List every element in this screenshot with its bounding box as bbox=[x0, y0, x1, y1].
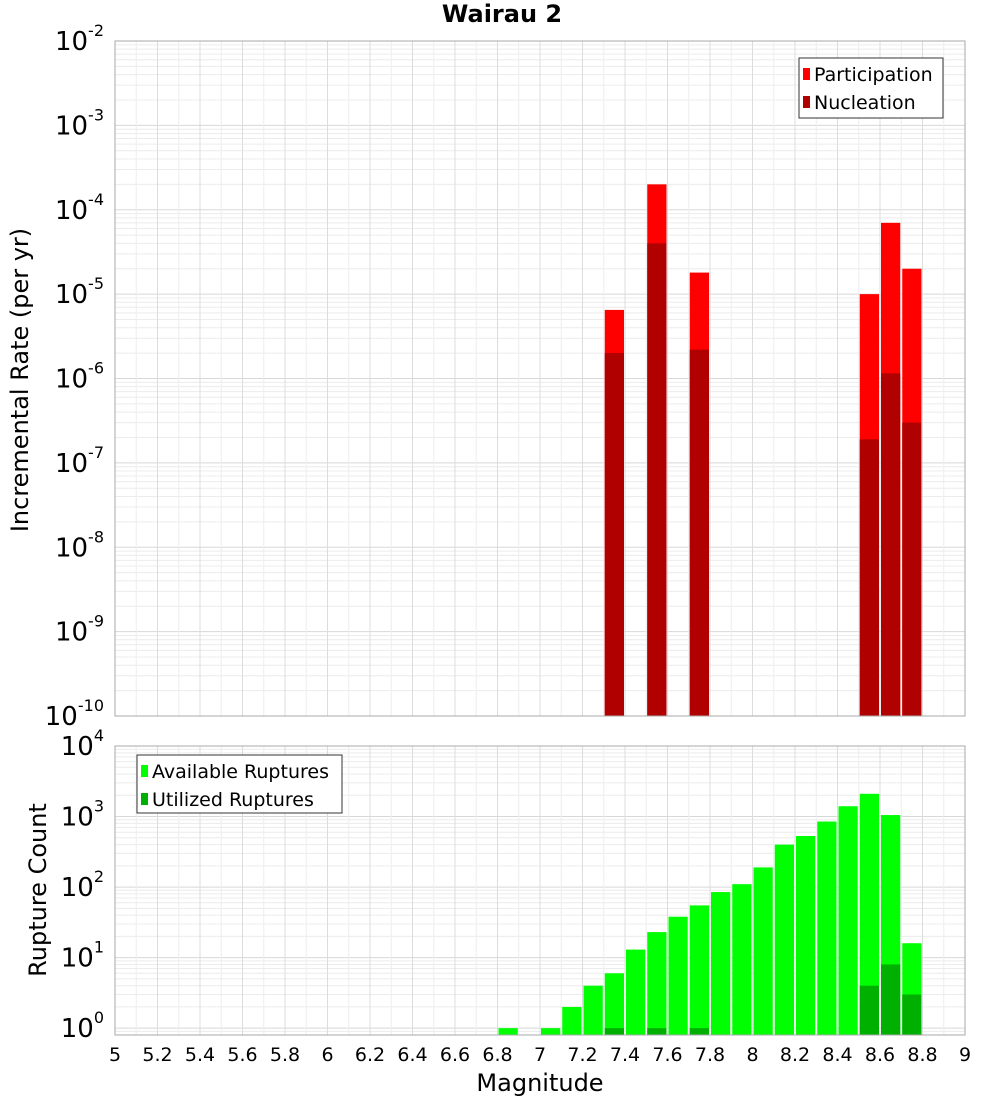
x-tick-label: 8.4 bbox=[822, 1044, 852, 1066]
x-tick-label: 6.4 bbox=[397, 1044, 427, 1066]
x-axis-label: Magnitude bbox=[476, 1069, 603, 1097]
bar-utilized-ruptures bbox=[604, 1028, 624, 1035]
bar-nucleation bbox=[881, 373, 901, 716]
x-tick-label: 7.8 bbox=[695, 1044, 725, 1066]
bar-available-ruptures bbox=[498, 1028, 518, 1035]
y-tick-label: 10-4 bbox=[55, 190, 104, 226]
bar-available-ruptures bbox=[838, 806, 858, 1035]
y-tick-label: 10-3 bbox=[55, 105, 104, 141]
y-axis-label-count: Rupture Count bbox=[24, 803, 52, 977]
y-tick-label: 10-6 bbox=[55, 359, 104, 395]
bar-available-ruptures bbox=[541, 1028, 561, 1035]
bar-available-ruptures bbox=[604, 973, 624, 1035]
x-tick-label: 6.8 bbox=[482, 1044, 512, 1066]
bar-utilized-ruptures bbox=[689, 1028, 709, 1035]
y-tick-label: 10-5 bbox=[55, 274, 104, 310]
y-tick-labels: 10-2 10-3 10-4 10-5 10-6 10-7 10-8 10-9 10-10 bbox=[45, 21, 104, 732]
bar-nucleation bbox=[689, 349, 709, 716]
legend-swatch bbox=[803, 68, 810, 80]
x-tick-label: 7.6 bbox=[652, 1044, 682, 1066]
plot-border bbox=[114, 745, 966, 1036]
bar-available-ruptures bbox=[859, 793, 879, 1035]
legend: Available Ruptures Utilized Ruptures bbox=[136, 754, 343, 814]
bar-available-ruptures bbox=[817, 821, 837, 1035]
x-tick-label: 5.8 bbox=[270, 1044, 300, 1066]
x-tick-label: 8 bbox=[746, 1044, 758, 1066]
legend-box bbox=[136, 754, 343, 814]
x-tick-label: 6.6 bbox=[440, 1044, 470, 1066]
x-tick-label: 8.2 bbox=[780, 1044, 810, 1066]
x-tick-label: 8.6 bbox=[865, 1044, 895, 1066]
legend-box bbox=[798, 57, 944, 119]
grid-lines bbox=[114, 41, 966, 717]
bar-available-ruptures bbox=[774, 844, 794, 1035]
x-tick-label: 5.6 bbox=[227, 1044, 257, 1066]
y-tick-label: 100 bbox=[61, 1008, 104, 1044]
y-tick-label: 101 bbox=[61, 938, 104, 974]
plot-border bbox=[114, 40, 966, 717]
bar-available-ruptures bbox=[689, 905, 709, 1035]
x-tick-label: 6.2 bbox=[355, 1044, 385, 1066]
bar-available-ruptures bbox=[583, 985, 603, 1035]
magnitude-x-axis: 5 5.2 5.4 5.6 5.8 6 6.2 6.4 6.6 6.8 7 7.2 7.4 7.6 7.8 8… bbox=[109, 1044, 971, 1066]
x-tick-label: 7 bbox=[534, 1044, 546, 1066]
y-tick-label: 104 bbox=[61, 726, 104, 762]
legend-swatch bbox=[141, 765, 148, 777]
y-tick-labels: 104 103 102 101 100 bbox=[61, 726, 104, 1044]
rupture-count-panel: 104 103 102 101 100 Available Ruptures Utilize… bbox=[61, 726, 966, 1044]
bars bbox=[604, 184, 922, 717]
bar-nucleation bbox=[647, 243, 667, 717]
x-tick-label: 9 bbox=[959, 1044, 971, 1066]
x-tick-label: 5.4 bbox=[185, 1044, 215, 1066]
bar-utilized-ruptures bbox=[902, 994, 922, 1035]
y-tick-label: 10-10 bbox=[45, 696, 104, 732]
x-tick-label: 7.2 bbox=[567, 1044, 597, 1066]
bar-available-ruptures bbox=[626, 949, 646, 1035]
legend-swatch bbox=[803, 96, 810, 108]
legend-swatch bbox=[141, 793, 148, 805]
y-tick-label: 10-8 bbox=[55, 527, 104, 563]
x-tick-label: 7.4 bbox=[610, 1044, 640, 1066]
legend-label: Nucleation bbox=[814, 92, 916, 114]
legend-label: Utilized Ruptures bbox=[152, 789, 314, 811]
legend-label: Participation bbox=[814, 64, 933, 86]
x-tick-label: 5 bbox=[109, 1044, 121, 1066]
bar-available-ruptures bbox=[647, 932, 667, 1035]
bars bbox=[498, 793, 922, 1035]
bar-nucleation bbox=[604, 353, 624, 716]
bar-nucleation bbox=[902, 422, 922, 716]
bar-available-ruptures bbox=[668, 916, 688, 1035]
y-tick-label: 10-2 bbox=[55, 21, 104, 57]
legend: Participation Nucleation bbox=[798, 57, 944, 119]
x-tick-label: 5.2 bbox=[142, 1044, 172, 1066]
bar-nucleation bbox=[859, 439, 879, 716]
legend-label: Available Ruptures bbox=[152, 761, 329, 783]
bar-utilized-ruptures bbox=[881, 964, 901, 1035]
incremental-rate-panel: 10-2 10-3 10-4 10-5 10-6 10-7 10-8 10-9 10-10 Par… bbox=[45, 21, 966, 732]
bar-utilized-ruptures bbox=[859, 985, 879, 1035]
bar-available-ruptures bbox=[562, 1006, 582, 1035]
x-tick-label: 8.8 bbox=[907, 1044, 937, 1066]
y-axis-label-rate: Incremental Rate (per yr) bbox=[6, 228, 34, 532]
bar-available-ruptures bbox=[732, 884, 752, 1035]
y-tick-label: 10-9 bbox=[55, 612, 104, 648]
bar-utilized-ruptures bbox=[647, 1028, 667, 1035]
bar-available-ruptures bbox=[796, 835, 816, 1035]
bar-available-ruptures bbox=[753, 867, 773, 1035]
x-tick-label: 6 bbox=[321, 1044, 333, 1066]
chart-title: Wairau 2 bbox=[442, 0, 562, 28]
y-tick-label: 102 bbox=[61, 867, 104, 903]
bar-available-ruptures bbox=[711, 892, 731, 1035]
y-tick-label: 103 bbox=[61, 797, 104, 833]
y-tick-label: 10-7 bbox=[55, 443, 104, 479]
